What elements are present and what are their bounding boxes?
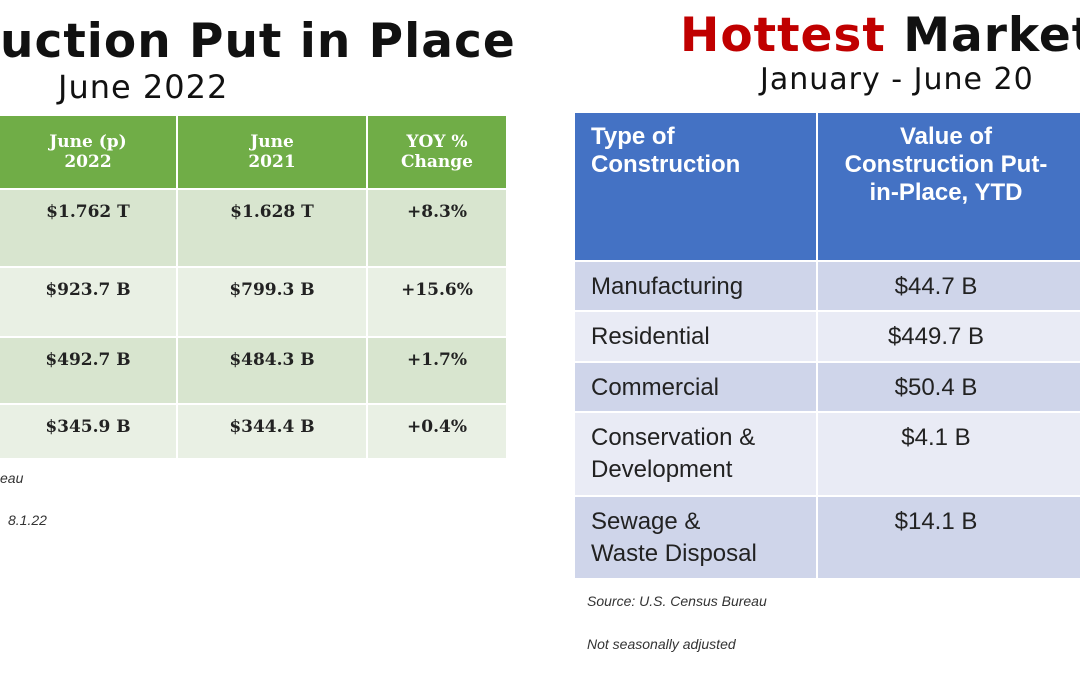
- left-note: 8.1.22: [8, 512, 47, 528]
- table-cell: $4.1 B: [818, 413, 1080, 497]
- header-cell: Value of Construction Put- in-Place, YTD: [818, 113, 1080, 262]
- table-cell: $50.4 B: [818, 363, 1080, 413]
- table-cell: $492.7 B: [0, 338, 178, 405]
- table-cell: Manufacturing: [575, 262, 818, 312]
- table-cell: $14.1 B: [818, 497, 1080, 580]
- right-title: Hottest Markets: [680, 8, 1080, 63]
- header-cell: June (p) 2022: [0, 116, 178, 190]
- table-cell: +8.3%: [368, 190, 508, 268]
- header-cell: June 2021: [178, 116, 368, 190]
- table-cell: Commercial: [575, 363, 818, 413]
- table-cell: Residential: [575, 312, 818, 363]
- header-cell: Type of Construction: [575, 113, 818, 262]
- table-cell: +1.7%: [368, 338, 508, 405]
- left-note: eau: [0, 470, 24, 486]
- table-cell: +15.6%: [368, 268, 508, 338]
- title-rest: Markets: [903, 8, 1080, 63]
- right-subtitle: January - June 20: [760, 62, 1034, 97]
- adjust-note: Not seasonally adjusted: [587, 636, 736, 652]
- table-cell: $44.7 B: [818, 262, 1080, 312]
- table-cell: $923.7 B: [0, 268, 178, 338]
- left-subtitle: June 2022: [58, 68, 229, 106]
- table-cell: $484.3 B: [178, 338, 368, 405]
- table-cell: +0.4%: [368, 405, 508, 460]
- table-cell: Sewage & Waste Disposal: [575, 497, 818, 580]
- table-cell: $1.628 T: [178, 190, 368, 268]
- title-highlight: Hottest: [680, 8, 886, 63]
- left-title: uction Put in Place: [0, 14, 516, 69]
- table-cell: Conservation & Development: [575, 413, 818, 497]
- source-note: Source: U.S. Census Bureau: [587, 593, 767, 609]
- table-cell: $345.9 B: [0, 405, 178, 460]
- header-cell: YOY % Change: [368, 116, 508, 190]
- table-cell: $1.762 T: [0, 190, 178, 268]
- table-cell: $799.3 B: [178, 268, 368, 338]
- table-cell: $344.4 B: [178, 405, 368, 460]
- table-cell: $449.7 B: [818, 312, 1080, 363]
